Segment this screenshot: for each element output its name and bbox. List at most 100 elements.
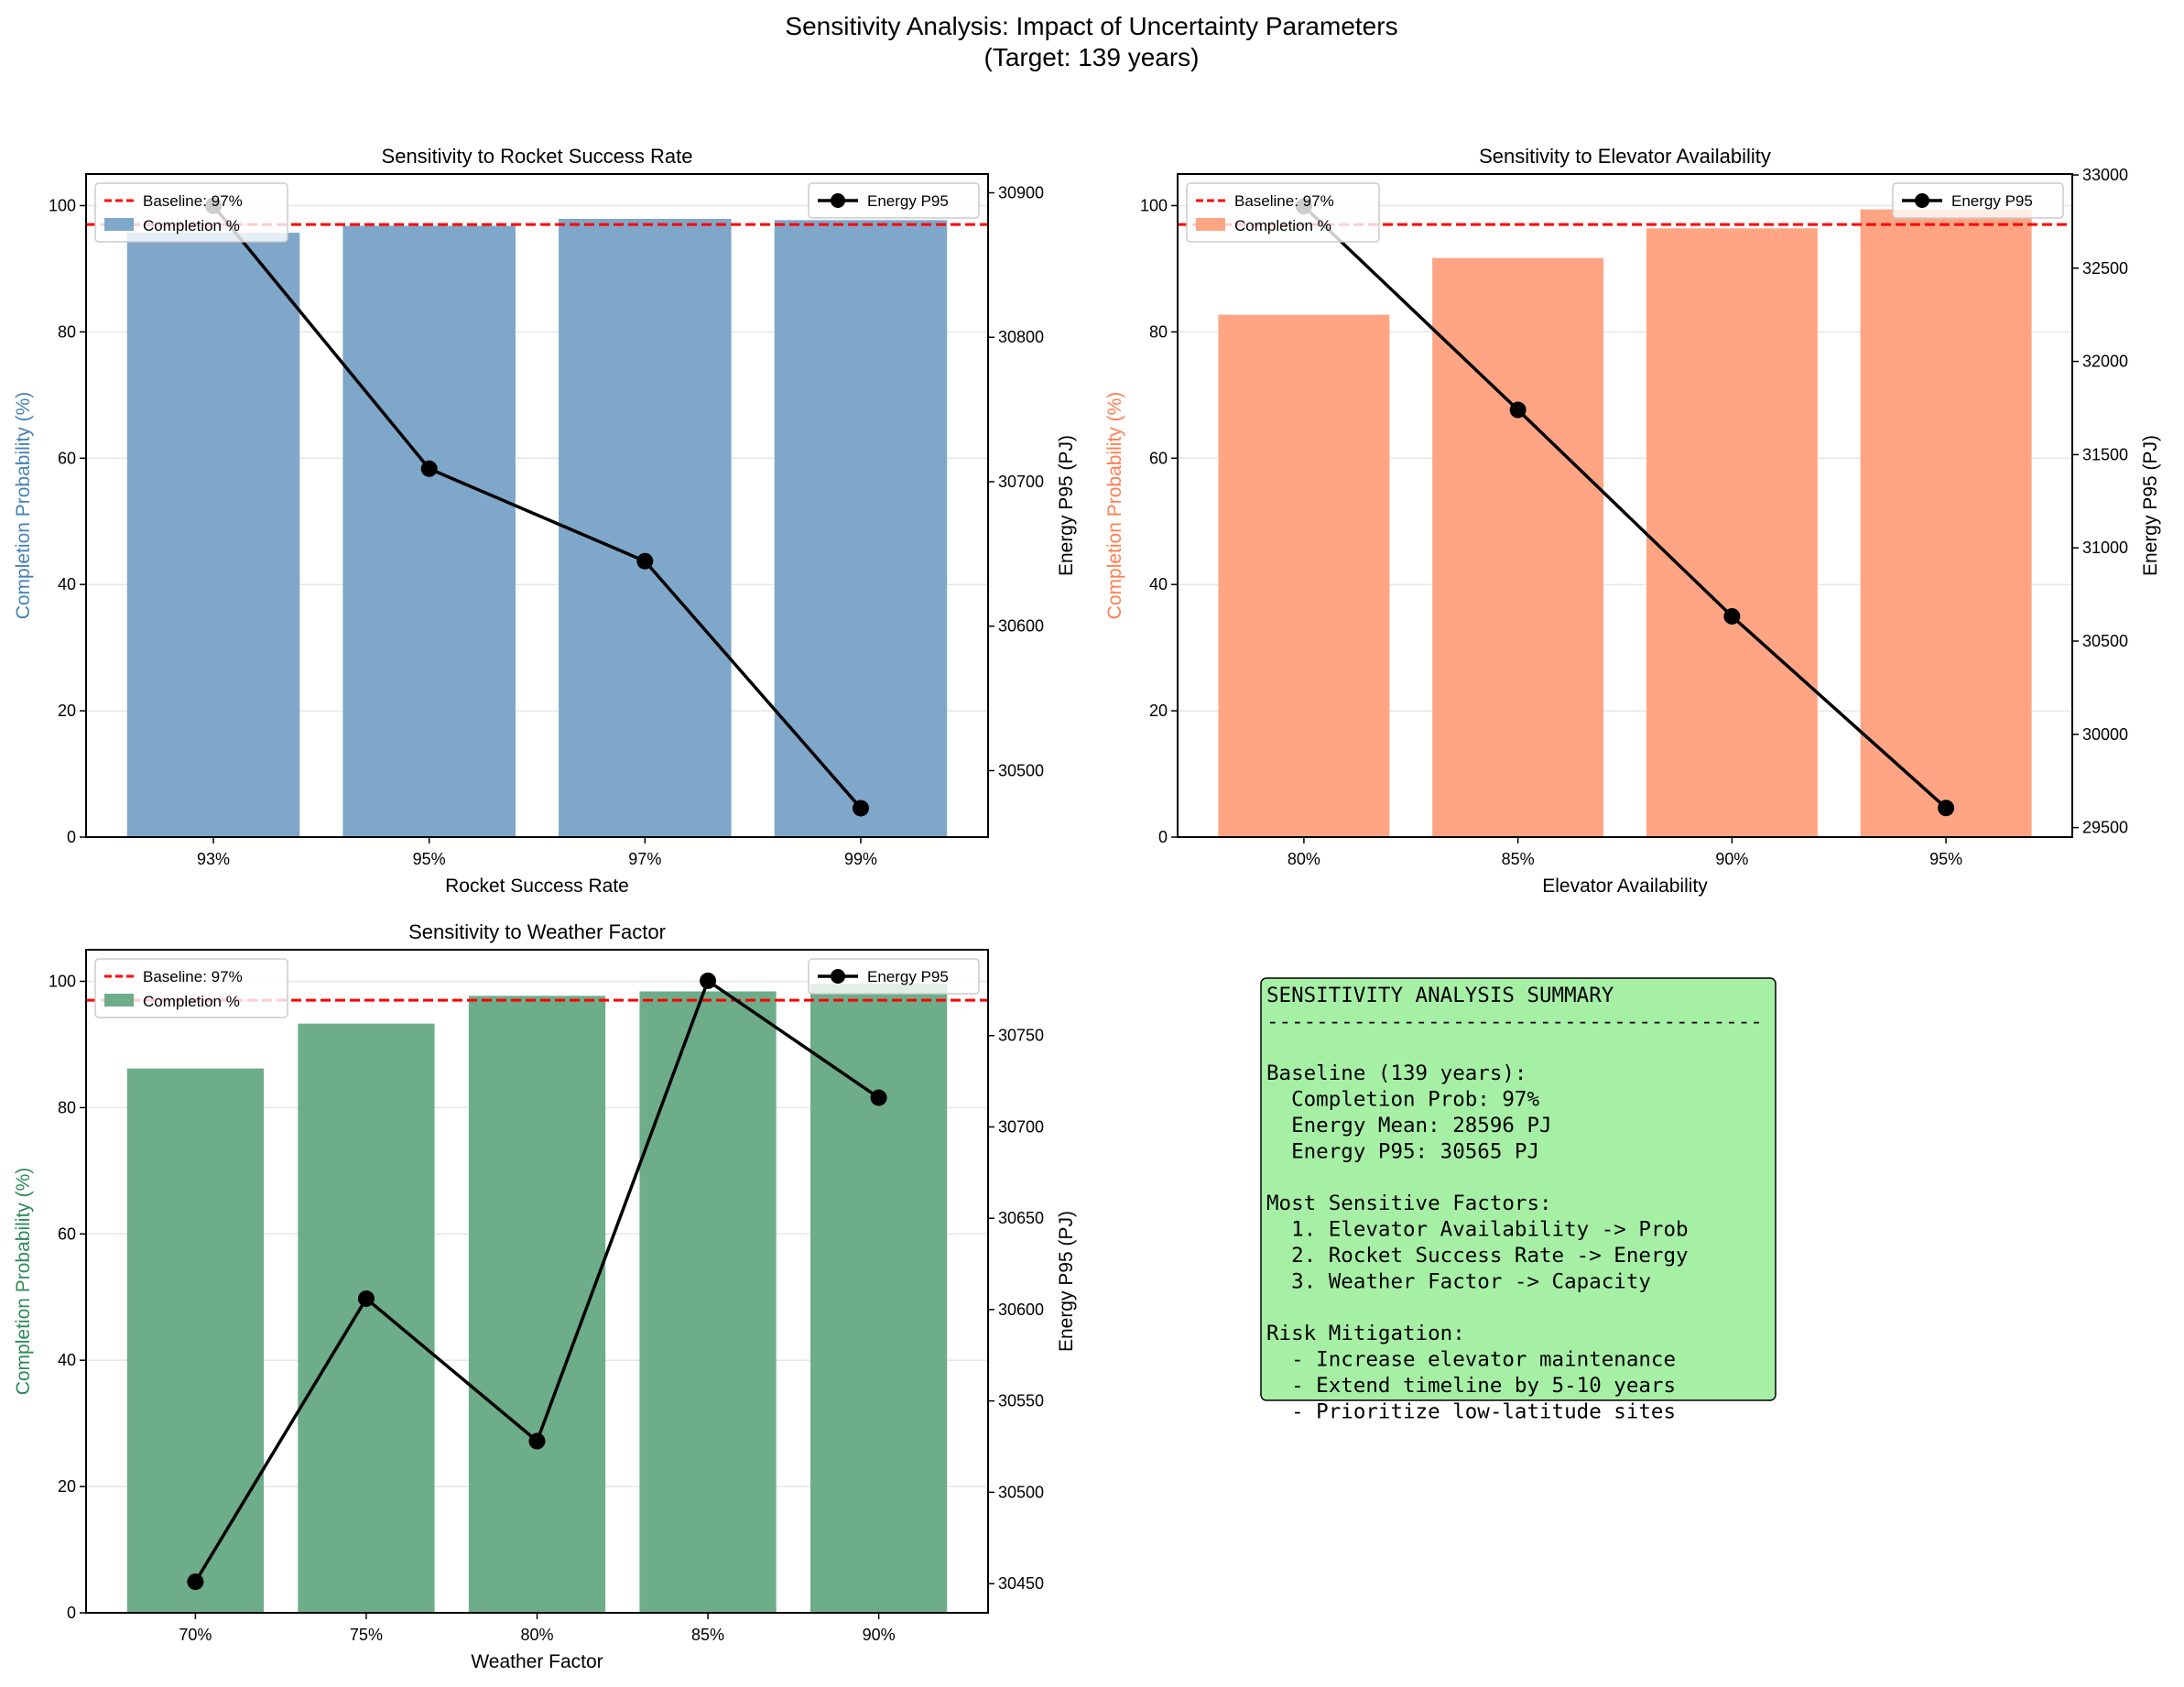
energy-line (1302, 204, 1948, 810)
y-right-axis-label: Energy P95 (PJ) (1056, 1211, 1077, 1352)
x-tick-label: 93% (197, 850, 230, 868)
x-tick-label: 85% (691, 1626, 724, 1644)
y-tick-label: 100 (49, 972, 76, 990)
summary-line: Energy P95: 30565 PJ (1266, 1139, 1539, 1163)
y-right-tick-label: 30800 (998, 328, 1044, 346)
y-tick-label: 0 (67, 828, 76, 846)
summary-line: - Increase elevator maintenance (1266, 1348, 1676, 1372)
summary-line: - Extend timeline by 5-10 years (1266, 1374, 1676, 1398)
legend-right: Energy P95 (808, 182, 980, 219)
y-right-tick-label: 31500 (2082, 445, 2128, 463)
y-right-tick-label: 30700 (998, 473, 1044, 491)
y-right-axis-label: Energy P95 (PJ) (1056, 435, 1077, 576)
y-tick-label: 20 (58, 702, 76, 720)
legend-bar-swatch (104, 994, 134, 1007)
y-tick-label: 20 (1149, 702, 1168, 720)
figure-subtitle: (Target: 139 years) (984, 43, 1200, 71)
bar-70% (126, 1068, 265, 1613)
bar-80% (1218, 314, 1390, 838)
y-right-axis-label: Energy P95 (PJ) (2140, 435, 2161, 576)
legend-right: Energy P95 (808, 958, 980, 995)
legend-frame (94, 182, 288, 243)
x-tick-label: 90% (1715, 850, 1748, 868)
charts: 0 20 40 60 80 100 30500 30600 30700 30800 30900 93%… (13, 145, 2161, 1672)
x-tick-label: 97% (628, 850, 661, 868)
legend-left: Baseline: 97% Completion % (94, 182, 288, 243)
summary-line: 2. Rocket Success Rate -> Energy (1266, 1244, 1689, 1268)
energy-point-80% (528, 1432, 546, 1450)
energy-point-85% (700, 972, 717, 989)
y-right-tick-label: 30700 (998, 1117, 1044, 1136)
subplot-3: 0 20 40 60 80 100 30450 30500 30550 30600 30650 307… (13, 920, 1077, 1672)
x-tick-label: 95% (1929, 850, 1962, 868)
legend-right: Energy P95 (1892, 182, 2064, 219)
legend-line-label: Energy P95 (867, 192, 949, 210)
legend-frame (1892, 182, 2064, 219)
legend-bar-swatch (1196, 218, 1225, 231)
legend-line-marker (1915, 193, 1929, 208)
x-axis-label: Weather Factor (471, 1651, 603, 1672)
legend-frame (94, 958, 288, 1018)
y-tick-label: 0 (67, 1604, 76, 1622)
summary-background (1260, 977, 1777, 1401)
y-right-tick-label: 30600 (998, 1301, 1044, 1319)
bar-97% (559, 218, 732, 838)
x-tick-label: 99% (844, 850, 877, 868)
y-right-tick-label: 30450 (998, 1574, 1044, 1593)
legend-line-marker (831, 193, 845, 208)
y-right-tick-label: 29500 (2082, 819, 2128, 837)
x-tick-label: 90% (863, 1626, 896, 1644)
y-right-tick-label: 32500 (2082, 259, 2128, 278)
subplot-title: Sensitivity to Weather Factor (408, 920, 666, 943)
legend-line-label: Energy P95 (867, 968, 949, 985)
x-tick-label: 85% (1502, 850, 1535, 868)
y-tick-label: 60 (58, 1224, 76, 1243)
legend-baseline-label: Baseline: 97% (1234, 192, 1334, 210)
energy-line (212, 204, 863, 810)
y-tick-label: 100 (1140, 196, 1168, 214)
summary-line: Completion Prob: 97% (1266, 1088, 1539, 1112)
x-tick-label: 95% (413, 850, 446, 868)
y-tick-label: 40 (58, 575, 76, 593)
y-tick-label: 20 (58, 1477, 76, 1496)
y-right-tick-label: 30550 (998, 1392, 1044, 1410)
summary-line: Baseline (139 years): (1266, 1061, 1527, 1085)
y-axis-label: Completion Probability (%) (13, 1168, 34, 1396)
x-tick-label: 75% (350, 1626, 383, 1644)
legend-bar-swatch (104, 218, 134, 231)
y-axis-label: Completion Probability (%) (13, 392, 34, 620)
y-tick-label: 60 (58, 449, 76, 467)
legend-frame (808, 182, 980, 219)
y-right-tick-label: 30500 (998, 1483, 1044, 1501)
legend-left: Baseline: 97% Completion % (94, 958, 288, 1018)
energy-point-90% (1723, 607, 1741, 625)
bar-95% (342, 225, 516, 837)
y-right-tick-label: 30500 (998, 761, 1044, 779)
energy-point-70% (187, 1573, 204, 1591)
y-right-tick-label: 30750 (998, 1027, 1044, 1045)
y-tick-label: 80 (58, 1098, 76, 1116)
y-right-tick-label: 33000 (2082, 166, 2128, 184)
bar-99% (774, 220, 948, 838)
axes-frame (85, 173, 989, 838)
y-tick-label: 40 (58, 1351, 76, 1369)
figure-title: Sensitivity Analysis: Impact of Uncertai… (785, 12, 1397, 40)
y-right-tick-label: 31000 (2082, 539, 2128, 557)
y-axis-label: Completion Probability (%) (1104, 392, 1125, 620)
y-right-tick-label: 30500 (2082, 632, 2128, 650)
summary-line: 1. Elevator Availability -> Prob (1266, 1218, 1689, 1242)
legend-line-marker (831, 969, 845, 984)
bar-90% (809, 984, 948, 1613)
y-tick-label: 80 (58, 322, 76, 341)
x-tick-label: 80% (520, 1626, 553, 1644)
summary-line: Risk Mitigation: (1266, 1322, 1465, 1345)
x-tick-label: 80% (1288, 850, 1320, 868)
summary-line: - Prioritize low-latitude sites (1266, 1399, 1676, 1423)
energy-point-85% (1509, 401, 1527, 419)
y-tick-label: 60 (1149, 449, 1168, 467)
bar-95% (1860, 209, 2032, 837)
summary-line: SENSITIVITY ANALYSIS SUMMARY (1266, 984, 1614, 1007)
y-tick-label: 100 (49, 196, 76, 214)
y-right-tick-label: 30600 (998, 617, 1044, 636)
